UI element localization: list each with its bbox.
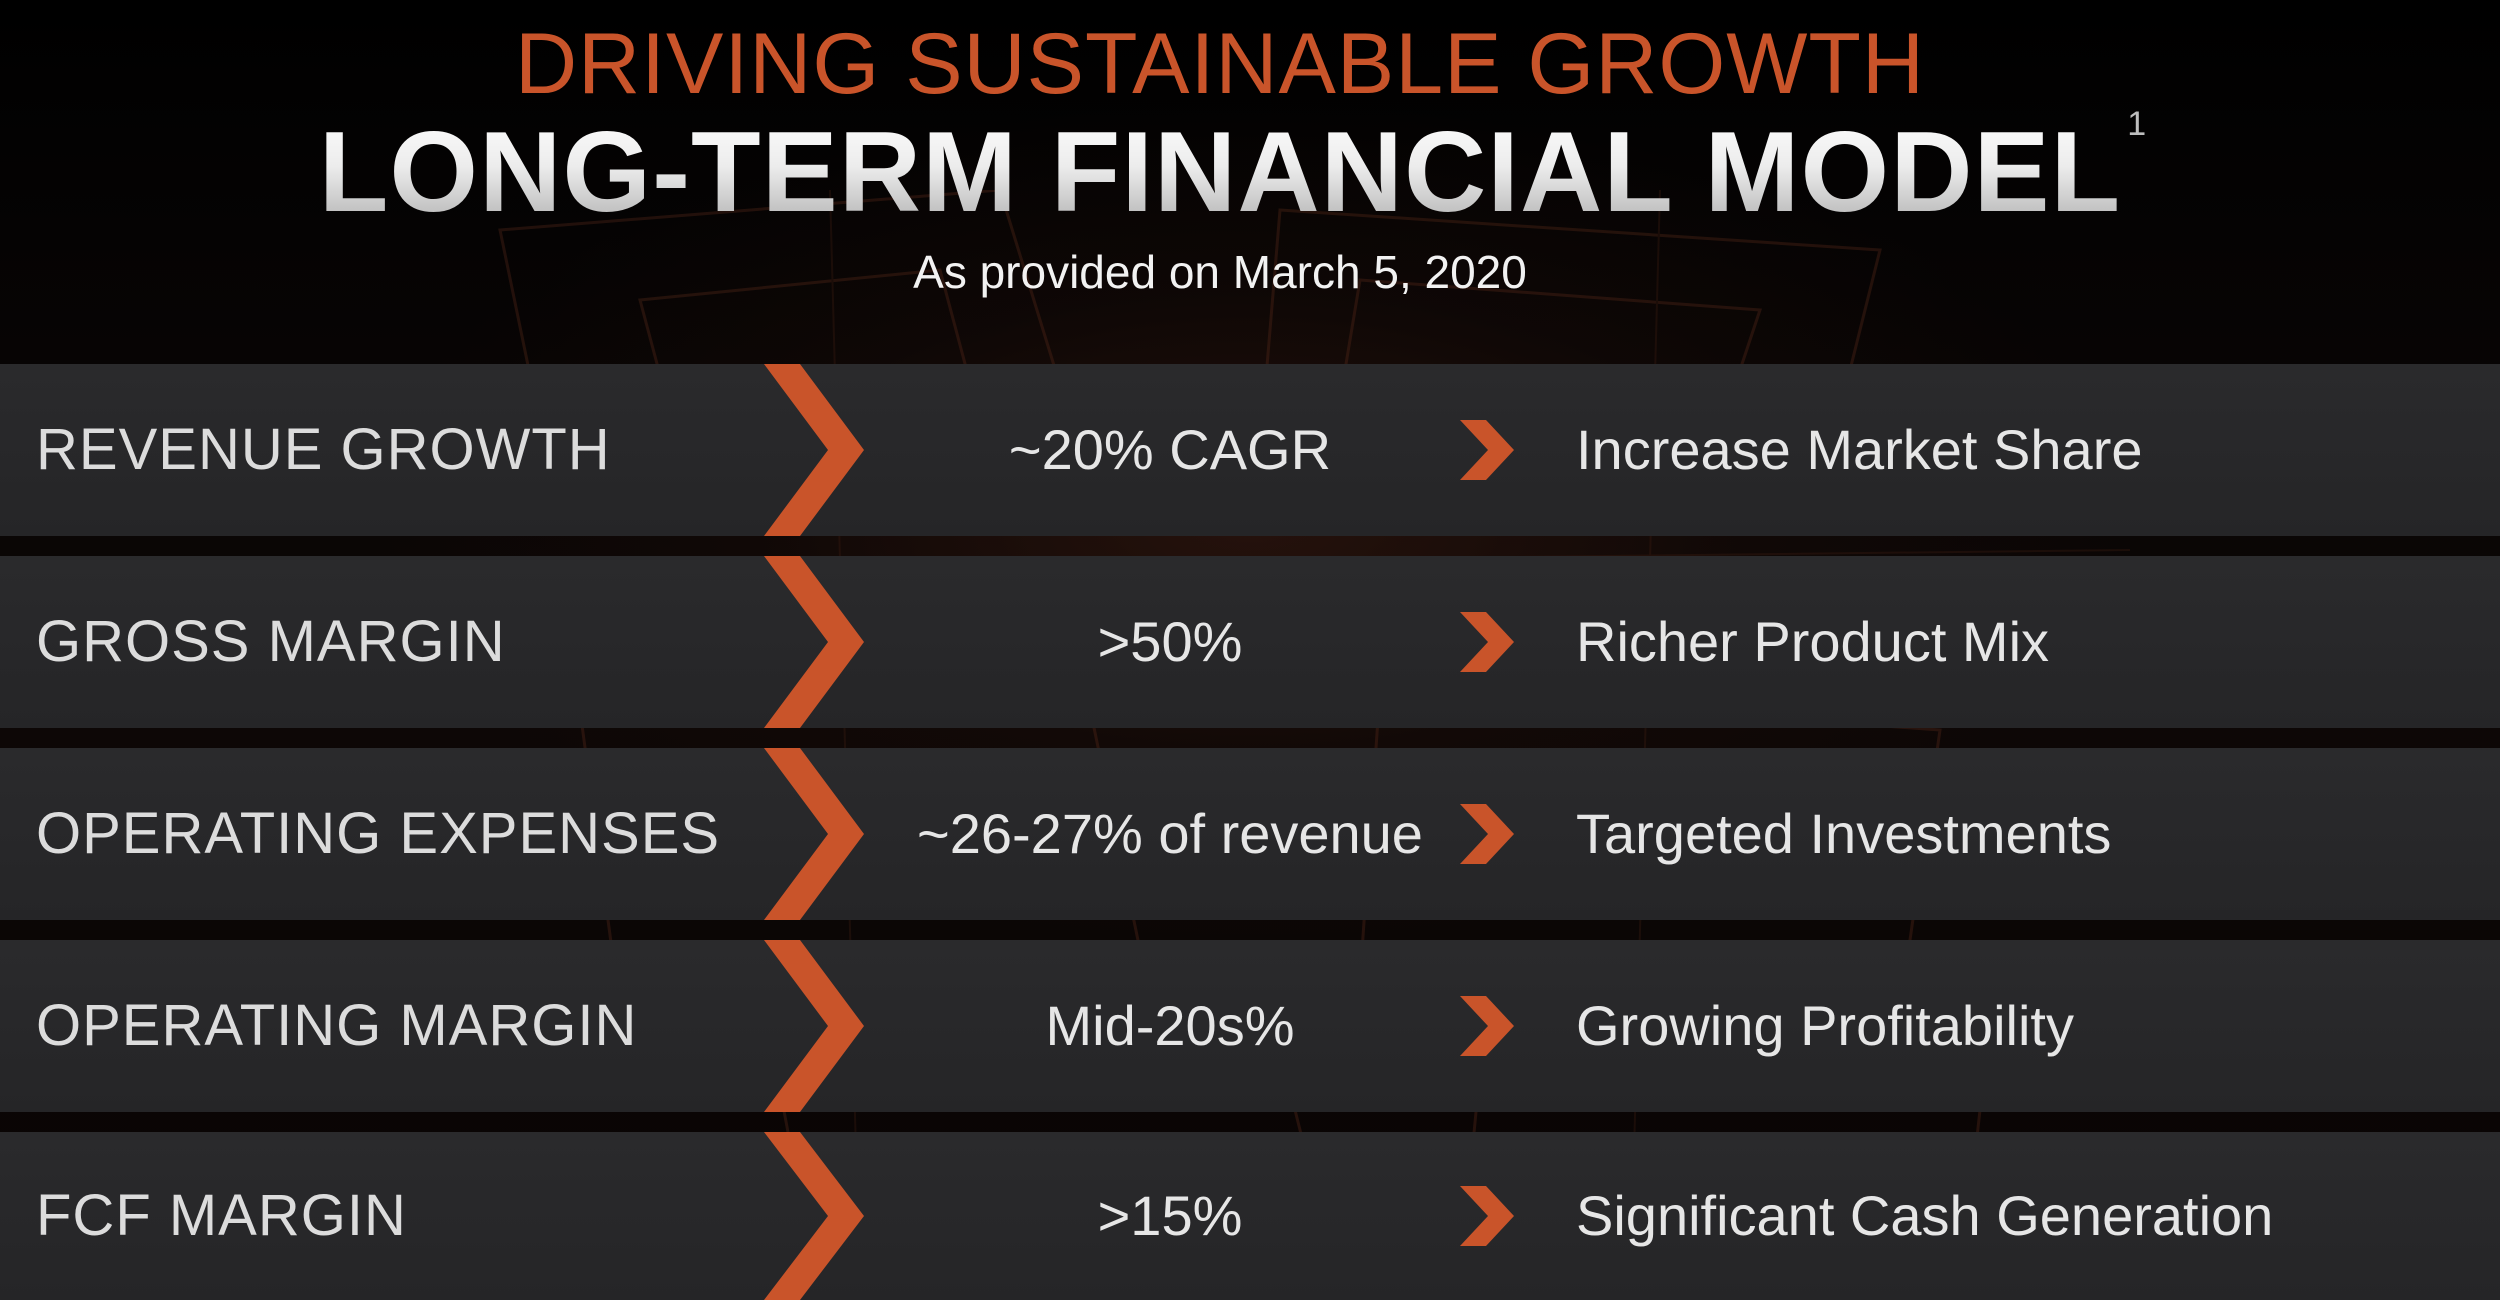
large-chevron-icon [764, 748, 864, 920]
model-row-fcf-margin: FCF MARGIN >15% Significant Cash Generat… [0, 1132, 2500, 1300]
slide-title: LONG-TERM FINANCIAL MODEL 1 [318, 105, 2146, 238]
small-chevron-icon [1460, 804, 1514, 864]
small-chevron-icon [1460, 420, 1514, 480]
small-chevron-icon [1460, 996, 1514, 1056]
large-chevron-icon [764, 556, 864, 728]
row-driver: Growing Profitability [1576, 994, 2074, 1057]
small-chevron-icon [1460, 612, 1514, 672]
row-label: FCF MARGIN [36, 1183, 407, 1248]
row-driver: Targeted Investments [1576, 802, 2112, 865]
large-chevron-icon [764, 940, 864, 1112]
large-chevron-icon [764, 1132, 864, 1300]
model-row-operating-expenses: OPERATING EXPENSES ~26-27% of revenue Ta… [0, 748, 2500, 920]
model-row-gross-margin: GROSS MARGIN >50% Richer Product Mix [0, 556, 2500, 728]
row-label: OPERATING MARGIN [36, 993, 638, 1058]
large-chevron-icon [764, 364, 864, 536]
row-label: GROSS MARGIN [36, 609, 506, 674]
row-value: ~20% CAGR [1008, 418, 1332, 481]
row-driver: Richer Product Mix [1576, 610, 2050, 673]
model-row-revenue-growth: REVENUE GROWTH ~20% CAGR Increase Market… [0, 364, 2500, 536]
row-driver: Increase Market Share [1576, 418, 2143, 481]
row-value: Mid-20s% [1045, 994, 1295, 1057]
row-driver: Significant Cash Generation [1576, 1184, 2274, 1247]
row-label: REVENUE GROWTH [36, 417, 611, 482]
row-label: OPERATING EXPENSES [36, 801, 721, 866]
slide-subtitle: As provided on March 5, 2020 [913, 246, 1527, 298]
slide-title-text: LONG-TERM FINANCIAL MODEL [318, 109, 2122, 236]
slide-supertitle: DRIVING SUSTAINABLE GROWTH [514, 16, 1926, 112]
footnote-marker: 1 [2127, 105, 2148, 143]
small-chevron-icon [1460, 1186, 1514, 1246]
row-value: ~26-27% of revenue [917, 802, 1423, 865]
model-row-operating-margin: OPERATING MARGIN Mid-20s% Growing Profit… [0, 940, 2500, 1112]
slide-header: DRIVING SUSTAINABLE GROWTH LONG-TERM FIN… [0, 0, 2500, 340]
slide-title-wrapper: LONG-TERM FINANCIAL MODEL 1 [0, 105, 2440, 238]
row-value: >50% [1097, 610, 1243, 673]
row-value: >15% [1097, 1184, 1243, 1247]
